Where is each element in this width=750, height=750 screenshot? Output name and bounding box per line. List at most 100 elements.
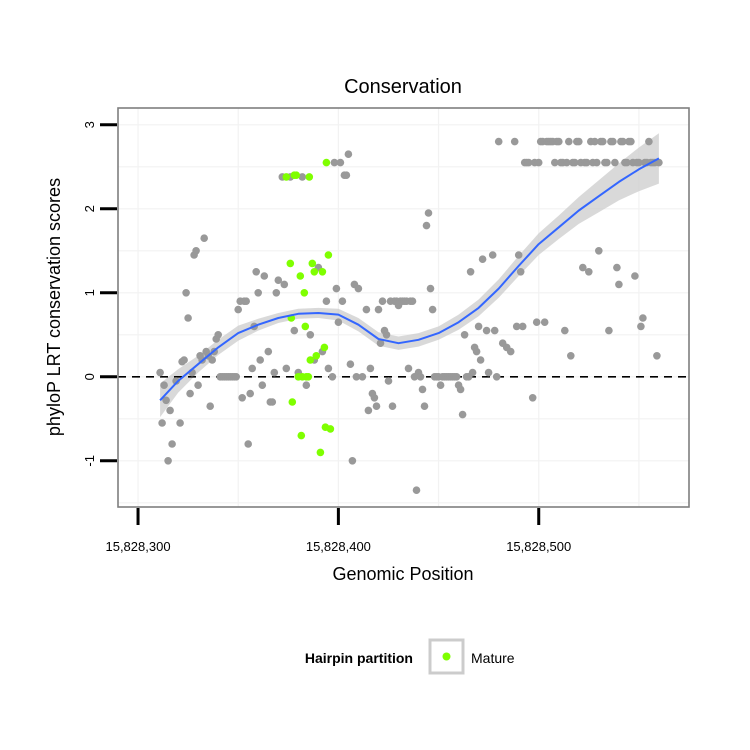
point-other [551, 158, 559, 167]
point-other [514, 251, 523, 259]
point-other [426, 284, 435, 293]
point-other [627, 137, 635, 146]
x-axis-label: Genomic Position [332, 564, 473, 584]
point-other [376, 339, 385, 348]
y-tick-label: 2 [82, 205, 97, 212]
point-other [374, 305, 383, 314]
point-other [258, 381, 267, 390]
y-tick-label: 1 [82, 289, 97, 296]
point-other [555, 137, 563, 146]
point-other [436, 381, 445, 390]
point-other [420, 402, 429, 411]
point-other [208, 356, 216, 364]
legend-key-mature [442, 652, 451, 661]
point-other [579, 263, 587, 272]
point-other [561, 326, 569, 335]
point-other [184, 314, 192, 322]
point-other [160, 381, 168, 390]
point-mature [282, 173, 291, 181]
point-other [238, 394, 246, 402]
point-other [567, 352, 575, 360]
point-other [605, 326, 613, 335]
point-other [631, 272, 639, 280]
point-other [595, 247, 603, 255]
point-other [639, 314, 647, 322]
point-other [540, 318, 549, 327]
point-mature [308, 259, 317, 268]
point-other [474, 322, 483, 331]
point-other [272, 289, 281, 297]
point-other [186, 389, 194, 398]
point-mature [301, 322, 310, 331]
point-other [613, 263, 621, 272]
point-other [242, 297, 250, 306]
point-other [182, 289, 190, 297]
point-other [370, 394, 379, 402]
point-other [256, 356, 265, 364]
point-mature [326, 425, 335, 433]
smooth-line [159, 157, 660, 401]
point-other [456, 385, 465, 394]
x-tick-label: 15,828,400 [306, 539, 371, 554]
point-other [164, 457, 172, 465]
point-other [528, 394, 537, 402]
point-other [384, 377, 393, 385]
point-other [264, 347, 273, 356]
point-other [298, 173, 307, 181]
point-other [635, 158, 643, 167]
point-other [158, 419, 166, 427]
x-tick-label: 15,828,300 [105, 539, 170, 554]
point-mature [288, 398, 297, 406]
point-other [306, 331, 315, 339]
point-other [524, 158, 533, 167]
point-other [282, 364, 291, 373]
point-mature [286, 259, 295, 268]
point-other [200, 234, 208, 242]
point-other [378, 297, 387, 306]
axes: -1 0 1 2 3 15,828,300 15,828,400 15,828,500 [82, 107, 690, 554]
point-other [416, 373, 425, 381]
legend-title: Hairpin partition [305, 650, 413, 666]
point-other [482, 326, 491, 335]
point-mature [312, 352, 321, 360]
point-other [591, 137, 599, 146]
point-other [408, 297, 417, 306]
point-other [585, 268, 593, 276]
point-other [593, 158, 601, 167]
point-other [234, 305, 242, 314]
y-tick-label: -1 [82, 455, 97, 467]
point-mature [318, 268, 327, 276]
point-other [334, 318, 343, 327]
point-other [302, 381, 311, 390]
legend-item-mature: Mature [471, 650, 515, 666]
point-other [168, 440, 176, 448]
x-tick-label: 15,828,500 [506, 539, 571, 554]
point-other [422, 221, 431, 230]
point-other [332, 284, 341, 293]
point-other [534, 158, 543, 167]
point-other [466, 268, 475, 276]
point-other [575, 137, 583, 146]
point-other [180, 356, 188, 364]
point-other [274, 276, 283, 285]
point-other [344, 150, 353, 158]
point-other [532, 318, 541, 327]
point-mature [322, 158, 331, 167]
point-other [476, 356, 485, 364]
point-other [254, 289, 262, 297]
point-mature [292, 171, 301, 179]
point-mature [310, 268, 319, 276]
point-other [354, 284, 363, 293]
point-other [192, 247, 200, 255]
point-other [516, 268, 525, 276]
point-other [458, 410, 467, 419]
point-other [428, 305, 437, 314]
point-other [563, 158, 571, 167]
data-points [156, 137, 663, 495]
point-other [172, 377, 180, 385]
point-other [358, 373, 367, 381]
point-other [603, 158, 611, 167]
point-other [565, 137, 573, 146]
point-mature [316, 448, 325, 457]
plot-panel [118, 108, 689, 507]
